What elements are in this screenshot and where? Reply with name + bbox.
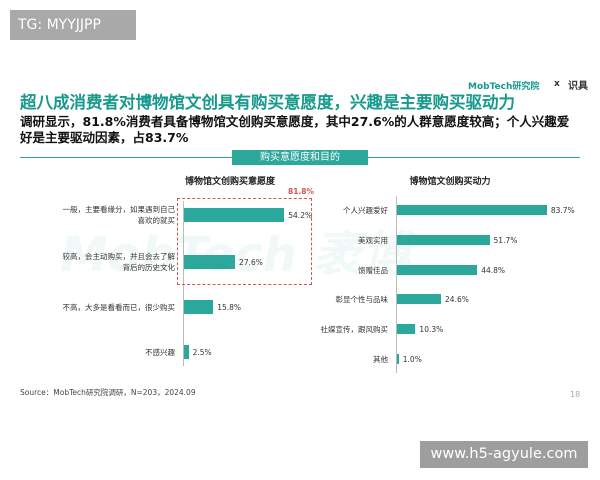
category-label: 彰显个性与品味 — [335, 294, 389, 304]
category-label: 一般，主要看缘分，如果遇到自己喜欢的就买 — [62, 205, 176, 225]
bar — [397, 205, 547, 215]
value-label: 2.5% — [192, 347, 212, 357]
axis-line — [183, 201, 184, 366]
annotation-box — [177, 198, 312, 285]
value-label: 1.0% — [402, 354, 422, 364]
category-label: 社媒宣传，跟风购买 — [320, 324, 389, 334]
chart-title: 博物馆文创购买动力 — [409, 177, 491, 187]
value-label: 10.3% — [419, 324, 444, 334]
category-label: 馈赠佳品 — [358, 265, 388, 275]
value-label: 44.8% — [481, 265, 506, 275]
value-label: 27.6% — [239, 257, 263, 267]
value-label: 83.7% — [550, 205, 575, 215]
bar — [184, 255, 236, 269]
annotation: 81.8% — [288, 187, 315, 196]
category-label: 不感兴趣 — [145, 347, 175, 357]
category-label: 其他 — [373, 354, 388, 364]
section-header: 购买意愿度和目的 — [232, 150, 368, 165]
chart-title: 博物馆文创购买意愿度 — [184, 177, 275, 187]
bar — [397, 354, 399, 364]
bar — [397, 235, 490, 245]
logo: MobTech研究院 — [468, 82, 540, 92]
slide-title: 超八成消费者对博物馆文创具有购买意愿度，兴趣是主要购买驱动力 — [20, 93, 515, 112]
category-label: 较高，会主动购买，并且会去了解背后的历史文化 — [62, 252, 176, 272]
category-label: 个人兴趣爱好 — [343, 205, 388, 215]
axis-line — [396, 196, 397, 373]
bar — [184, 345, 189, 359]
bar — [397, 265, 478, 275]
bar — [184, 300, 214, 314]
bar — [397, 324, 416, 334]
category-label: 不高，大多是看看而已，很少购买 — [62, 302, 176, 312]
category-label: 美观实用 — [358, 235, 388, 245]
page-number: 18 — [570, 390, 581, 399]
value-label: 54.2% — [288, 210, 313, 220]
value-label: 51.7% — [493, 235, 518, 245]
source: Source：MobTech研究院调研，N=203，2024.09 — [20, 388, 196, 397]
value-label: 15.8% — [217, 302, 242, 312]
bar — [397, 294, 442, 304]
logo-partner: 识具 — [568, 81, 588, 92]
badge: TG: MYYJJPP — [10, 10, 136, 40]
site-watermark: www.h5-agyule.com — [420, 441, 588, 468]
value-label: 24.6% — [445, 294, 469, 304]
bar — [184, 208, 285, 222]
slide-subtitle: 调研显示，81.8%消费者具备博物馆文创购买意愿度，其中27.6%的人群意愿度较… — [20, 114, 570, 145]
logo-separator: x — [554, 79, 560, 89]
